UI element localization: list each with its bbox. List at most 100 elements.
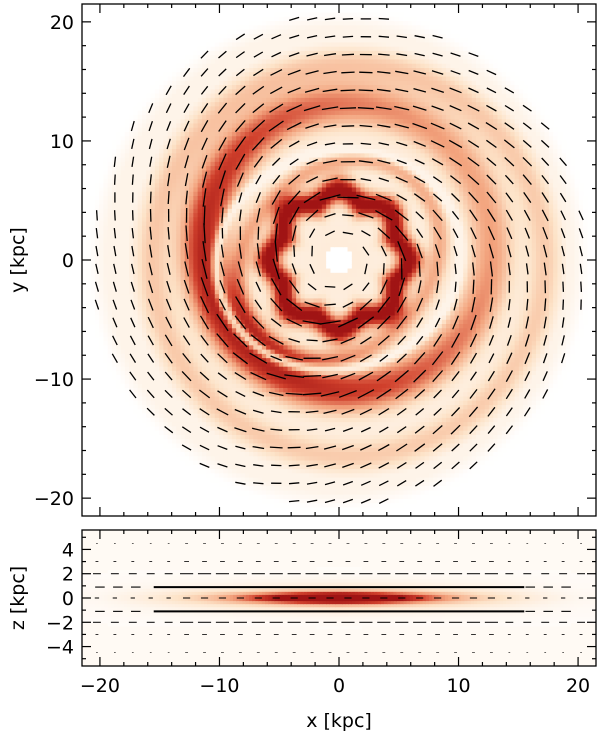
heatmap-cell (146, 324, 152, 329)
heatmap-cell (180, 234, 186, 240)
heatmap-cell (279, 430, 284, 436)
heatmap-cell (111, 341, 117, 346)
heatmap-cell (171, 370, 177, 376)
heatmap-cell (111, 345, 117, 351)
heatmap-cell (279, 170, 284, 176)
heatmap-cell (129, 362, 134, 368)
heatmap-cell (189, 298, 194, 304)
heatmap-cell (244, 447, 250, 453)
heatmap-cell (240, 157, 246, 163)
heatmap-cell (291, 405, 297, 410)
heatmap-cell (219, 396, 224, 402)
heatmap-cell (214, 59, 220, 65)
heatmap-cell (193, 187, 199, 193)
heatmap-cell (210, 93, 216, 99)
heatmap-cell (291, 306, 297, 312)
heatmap-cell (240, 473, 246, 479)
heatmap-cell (287, 383, 293, 389)
heatmap-cell (231, 123, 237, 129)
heatmap-cell (193, 353, 199, 359)
heatmap-cell (231, 481, 237, 487)
heatmap-cell (129, 349, 134, 355)
heatmap-cell (150, 238, 156, 244)
heatmap-cell (176, 452, 182, 457)
heatmap-cell (249, 29, 254, 35)
heatmap-cell (141, 114, 147, 120)
heatmap-cell (103, 242, 109, 248)
heatmap-cell (291, 144, 297, 150)
heatmap-cell (167, 161, 173, 167)
heatmap-cell (154, 306, 160, 312)
heatmap-cell (261, 336, 267, 342)
heatmap-cell (270, 170, 276, 176)
heatmap-cell (274, 187, 280, 193)
heatmap-cell (197, 85, 203, 90)
heatmap-cell (270, 422, 276, 427)
heatmap-cell (257, 379, 263, 385)
heatmap-cell (244, 127, 250, 133)
heatmap-cell (274, 72, 280, 78)
heatmap-cell (184, 170, 190, 176)
heatmap-cell (309, 268, 314, 274)
heatmap-cell (287, 289, 293, 295)
heatmap-cell (236, 140, 242, 146)
heatmap-cell (154, 272, 160, 278)
heatmap-cell (159, 422, 164, 427)
heatmap-cell (197, 396, 203, 402)
heatmap-cell (287, 174, 293, 180)
heatmap-cell (274, 12, 280, 18)
heatmap-cell (287, 149, 293, 154)
heatmap-cell (249, 174, 254, 180)
heatmap-cell (154, 383, 160, 389)
heatmap-cell (176, 319, 182, 325)
heatmap-cell (197, 93, 203, 99)
heatmap-cell (171, 187, 177, 193)
heatmap-cell (184, 388, 190, 393)
heatmap-cell (214, 366, 220, 372)
heatmap-cell (291, 443, 297, 449)
heatmap-cell (193, 264, 199, 270)
heatmap-cell (223, 63, 229, 69)
heatmap-cell (270, 114, 276, 120)
heatmap-cell (201, 456, 207, 462)
heatmap-cell (129, 204, 134, 210)
heatmap-cell (197, 110, 203, 116)
heatmap-cell (167, 311, 173, 317)
heatmap-cell (266, 170, 272, 176)
heatmap-cell (214, 242, 220, 248)
heatmap-cell (257, 375, 263, 381)
heatmap-cell (193, 217, 199, 223)
heatmap-cell (180, 345, 186, 351)
heatmap-cell (129, 208, 134, 214)
heatmap-cell (231, 422, 237, 427)
heatmap-cell (180, 255, 186, 261)
heatmap-cell (313, 260, 319, 265)
heatmap-cell (163, 311, 169, 317)
heatmap-cell (107, 294, 113, 299)
heatmap-cell (150, 234, 156, 240)
heatmap-cell (150, 375, 156, 381)
heatmap-cell (184, 349, 190, 355)
heatmap-cell (291, 332, 297, 338)
heatmap-cell (210, 417, 216, 423)
heatmap-cell (244, 187, 250, 193)
heatmap-cell (116, 353, 122, 359)
heatmap-cell (270, 25, 276, 31)
heatmap-cell (313, 68, 319, 73)
heatmap-cell (193, 174, 199, 180)
heatmap-cell (257, 149, 263, 154)
heatmap-cell (244, 456, 250, 462)
heatmap-cell (193, 153, 199, 159)
heatmap-cell (159, 187, 164, 193)
heatmap-cell (249, 132, 254, 137)
heatmap-cell (283, 315, 289, 321)
heatmap-cell (253, 153, 259, 159)
heatmap-cell (253, 434, 259, 440)
heatmap-cell (210, 149, 216, 154)
heatmap-cell (279, 434, 284, 440)
heatmap-cell (223, 375, 229, 381)
heatmap-cell (99, 277, 105, 282)
heatmap-cell (184, 315, 190, 321)
heatmap-cell (116, 366, 122, 372)
heatmap-cell (206, 379, 212, 385)
